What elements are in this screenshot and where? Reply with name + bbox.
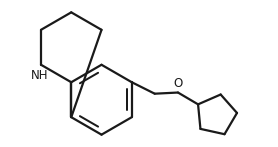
Text: O: O xyxy=(173,77,183,90)
Text: NH: NH xyxy=(31,69,48,82)
